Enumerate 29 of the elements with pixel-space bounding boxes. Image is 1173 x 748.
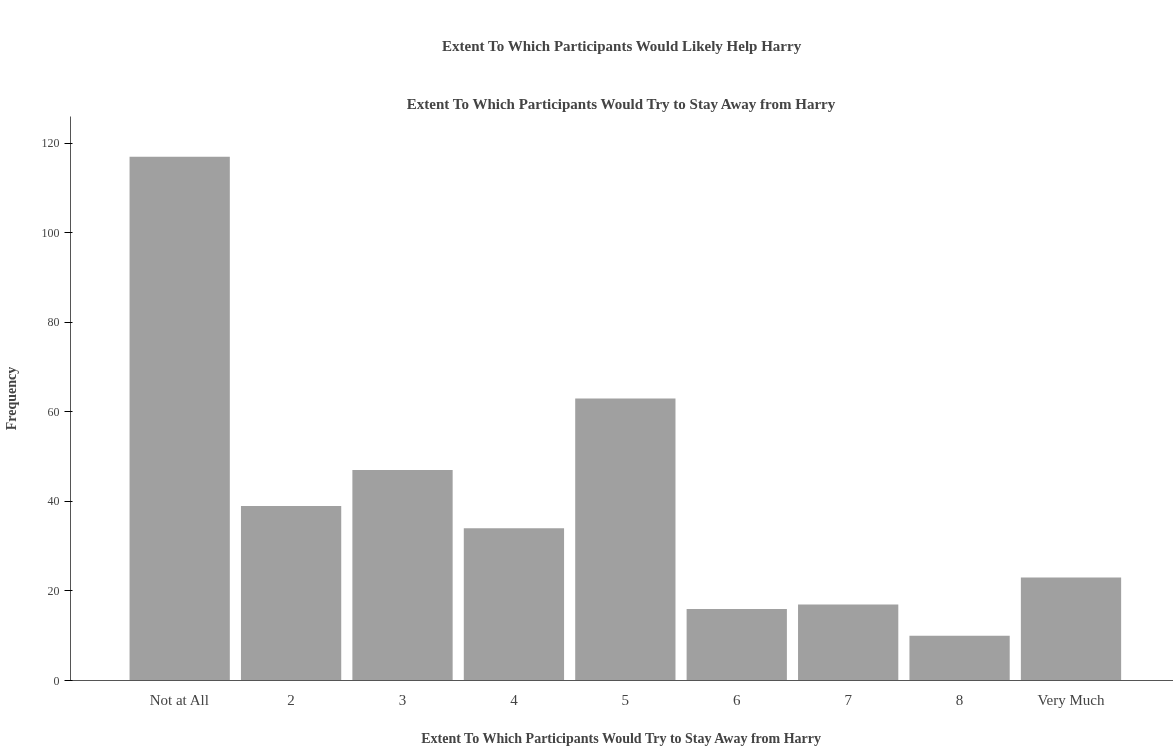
x-tick-label: Very Much bbox=[1037, 691, 1106, 708]
bar bbox=[129, 156, 230, 681]
x-tick-label: Not at All bbox=[149, 691, 209, 708]
bar bbox=[463, 528, 565, 681]
chart-title: Extent To Which Participants Would Likely Help Harry bbox=[442, 37, 802, 54]
bar bbox=[575, 398, 676, 681]
bar bbox=[909, 635, 1010, 681]
y-tick-label: 100 bbox=[41, 225, 60, 240]
y-tick-label: 0 bbox=[53, 673, 60, 688]
y-tick-label: 20 bbox=[47, 583, 60, 598]
y-tick-label: 120 bbox=[41, 136, 60, 151]
x-tick-label: 6 bbox=[733, 691, 742, 708]
x-tick-label: 4 bbox=[510, 691, 519, 708]
y-axis-title: Frequency bbox=[3, 366, 19, 431]
y-tick-label: 80 bbox=[47, 315, 60, 330]
x-tick-label: 7 bbox=[844, 691, 853, 708]
x-tick-label: 8 bbox=[955, 691, 964, 708]
bar bbox=[352, 470, 453, 681]
y-tick-label: 60 bbox=[47, 404, 60, 419]
bar bbox=[798, 604, 899, 681]
bar bbox=[240, 505, 342, 681]
x-tick-label: 2 bbox=[287, 691, 295, 708]
bar bbox=[686, 608, 787, 681]
chart-subtitle: Extent To Which Participants Would Try to Stay Away from Harry bbox=[406, 95, 836, 112]
x-tick-label: 3 bbox=[398, 691, 407, 708]
x-axis-title: Extent To Which Participants Would Try to Stay Away from Harry bbox=[421, 730, 822, 746]
bar bbox=[1020, 577, 1122, 681]
x-tick-label: 5 bbox=[621, 691, 630, 708]
y-tick-label: 40 bbox=[47, 494, 60, 509]
